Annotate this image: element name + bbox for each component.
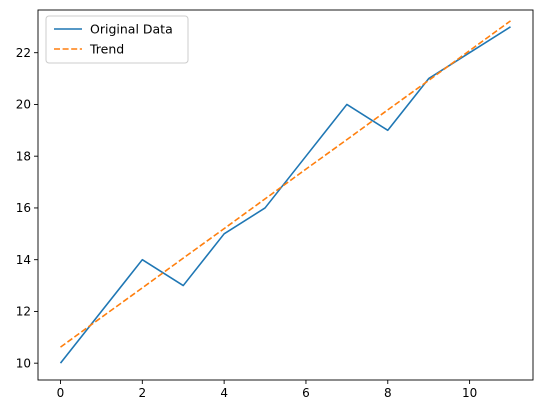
y-tick-label: 14 bbox=[16, 253, 31, 267]
y-tick-label: 20 bbox=[16, 98, 31, 112]
x-axis: 0 2 4 6 8 10 bbox=[57, 380, 477, 400]
x-tick-label: 6 bbox=[302, 386, 310, 400]
x-tick-label: 4 bbox=[220, 386, 228, 400]
x-tick-label: 0 bbox=[57, 386, 65, 400]
series-layer bbox=[59, 20, 511, 364]
y-tick-label: 18 bbox=[16, 149, 31, 163]
y-tick-label: 22 bbox=[16, 46, 31, 60]
legend-label: Trend bbox=[89, 42, 124, 57]
legend: Original Data Trend bbox=[45, 15, 189, 64]
y-tick-label: 16 bbox=[16, 201, 31, 215]
x-tick-label: 2 bbox=[138, 386, 146, 400]
series-line-original-data bbox=[59, 26, 511, 364]
legend-box bbox=[45, 15, 189, 64]
x-tick-label: 10 bbox=[462, 386, 477, 400]
series-line-trend bbox=[60, 20, 511, 348]
x-tick-label: 8 bbox=[384, 386, 392, 400]
y-tick-label: 12 bbox=[16, 305, 31, 319]
legend-label: Original Data bbox=[90, 22, 173, 37]
y-axis: 10 12 14 16 18 20 22 bbox=[16, 46, 38, 370]
y-tick-label: 10 bbox=[16, 356, 31, 370]
plot-area-frame bbox=[37, 9, 534, 381]
